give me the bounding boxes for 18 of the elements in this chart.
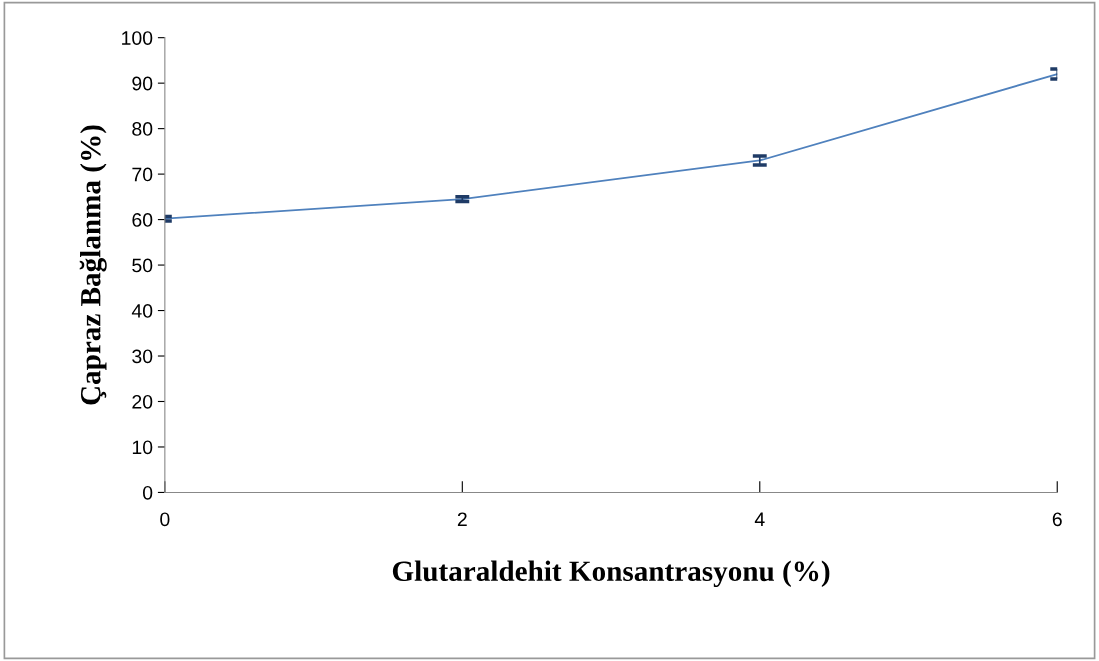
y-tick-label: 10: [132, 440, 153, 455]
y-tick-label: 100: [122, 31, 153, 45]
y-tick-label: 30: [132, 349, 153, 364]
line-series: [164, 73, 1058, 220]
y-axis-title: Çapraz Bağlanma (%): [79, 125, 107, 405]
y-tick-label: 80: [132, 122, 153, 136]
x-tick-label: 2: [457, 512, 467, 526]
y-tick-label: 0: [142, 485, 153, 500]
y-tick-label: 60: [132, 213, 153, 227]
y-tick-label: 40: [131, 304, 153, 318]
x-axis-title: Glutaraldehit Konsantrasyonu (%): [392, 560, 830, 588]
y-tick-label: 90: [132, 76, 153, 91]
y-tick-label: 50: [132, 258, 153, 273]
x-tick-label: 4: [754, 512, 765, 526]
y-tick-label: 20: [132, 394, 153, 409]
x-tick-label: 0: [160, 512, 170, 527]
y-tick-label: 70: [132, 167, 153, 182]
x-tick-label: 6: [1052, 512, 1062, 527]
